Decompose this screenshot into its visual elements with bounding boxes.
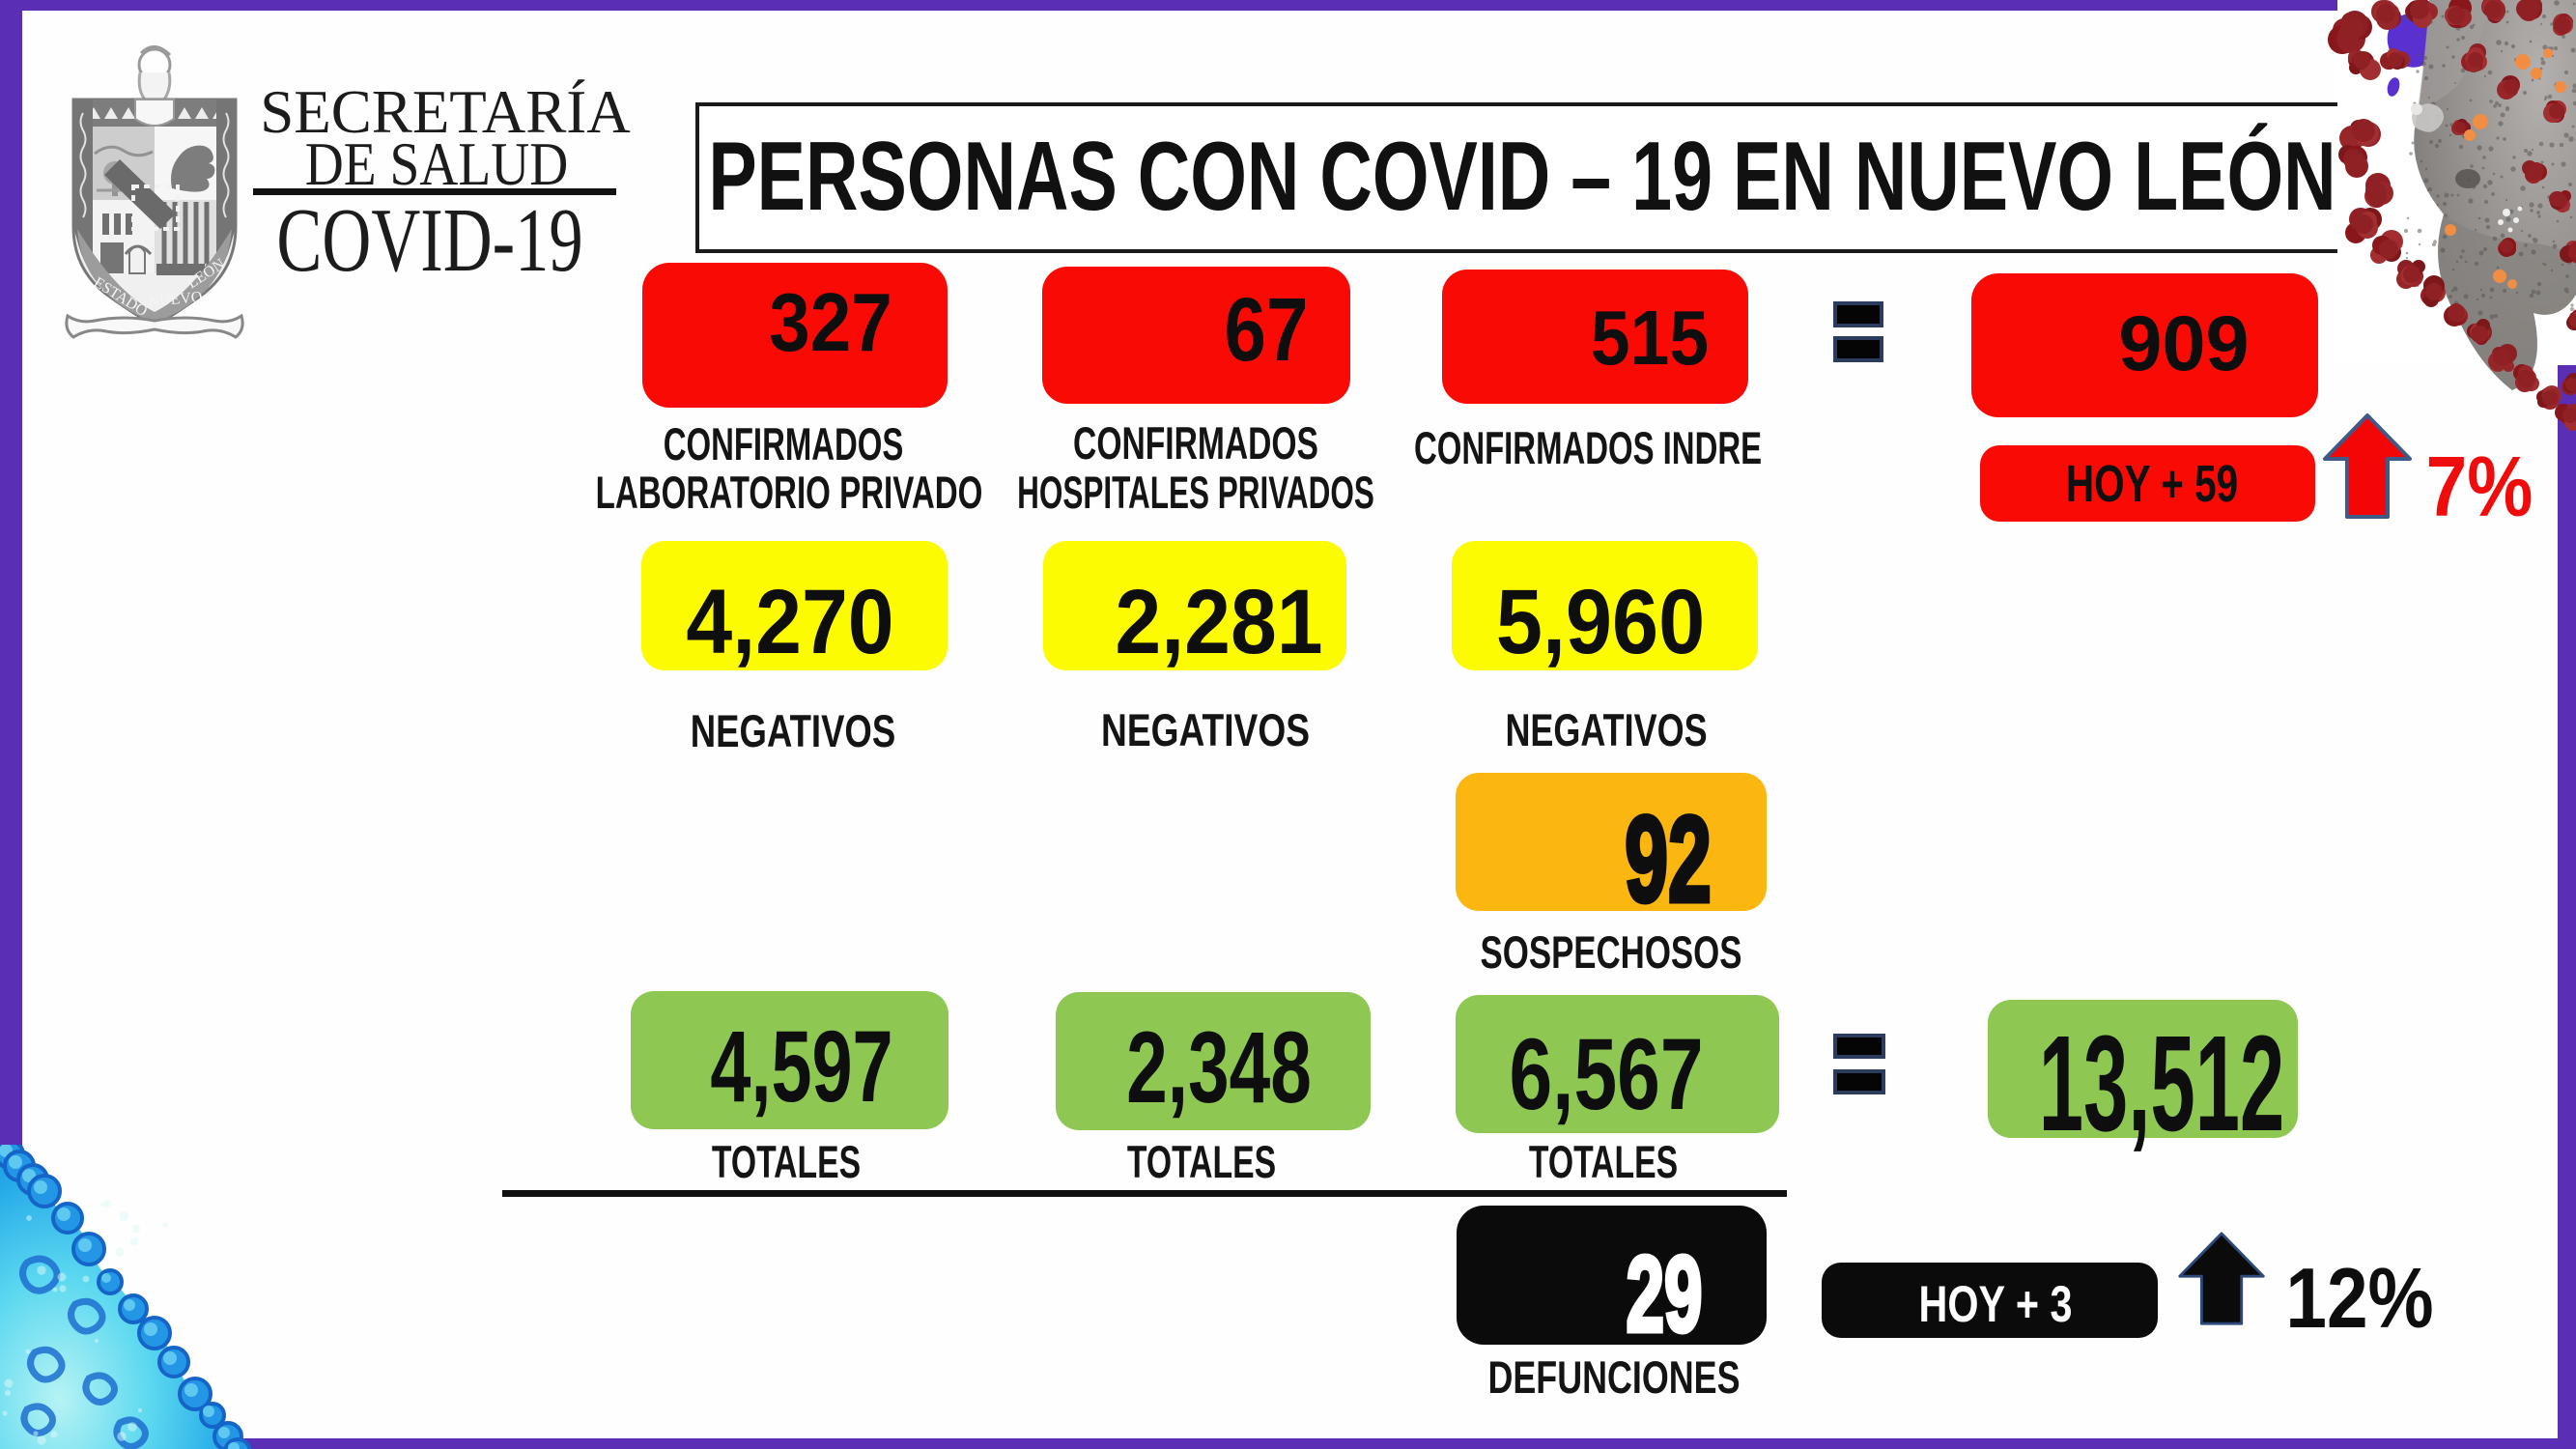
- svg-text:NUEVO: NUEVO: [148, 289, 203, 310]
